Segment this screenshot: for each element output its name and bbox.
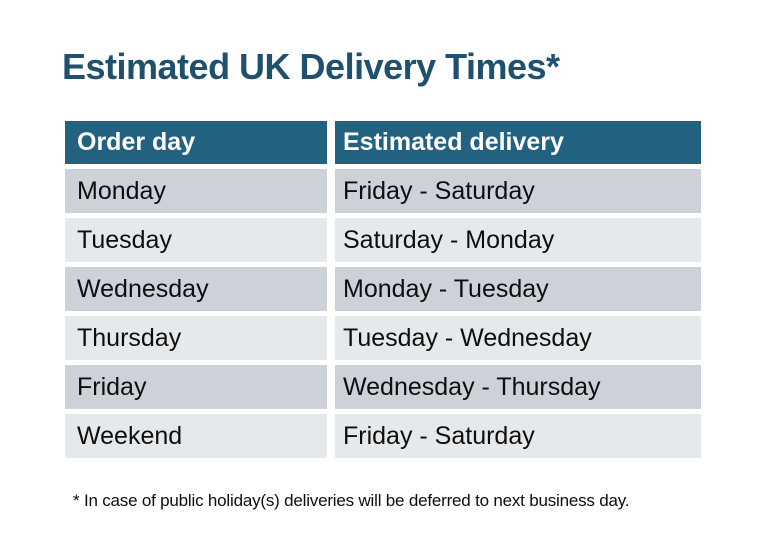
cell-order-day: Friday [65, 365, 327, 409]
cell-order-day: Monday [65, 169, 327, 213]
cell-order-day: Tuesday [65, 218, 327, 262]
cell-order-day: Wednesday [65, 267, 327, 311]
cell-estimated-delivery: Saturday - Monday [335, 218, 701, 262]
header-cell-order-day: Order day [65, 121, 327, 164]
cell-estimated-delivery: Friday - Saturday [335, 414, 701, 458]
footnote: * In case of public holiday(s) deliverie… [73, 491, 630, 510]
cell-estimated-delivery: Tuesday - Wednesday [335, 316, 701, 360]
cell-estimated-delivery: Wednesday - Thursday [335, 365, 701, 409]
cell-estimated-delivery: Monday - Tuesday [335, 267, 701, 311]
cell-order-day: Thursday [65, 316, 327, 360]
delivery-times-table: Order day Estimated delivery Monday Frid… [65, 121, 701, 458]
header-cell-estimated-delivery: Estimated delivery [335, 121, 701, 164]
page-title: Estimated UK Delivery Times* [62, 46, 560, 87]
cell-order-day: Weekend [65, 414, 327, 458]
cell-estimated-delivery: Friday - Saturday [335, 169, 701, 213]
